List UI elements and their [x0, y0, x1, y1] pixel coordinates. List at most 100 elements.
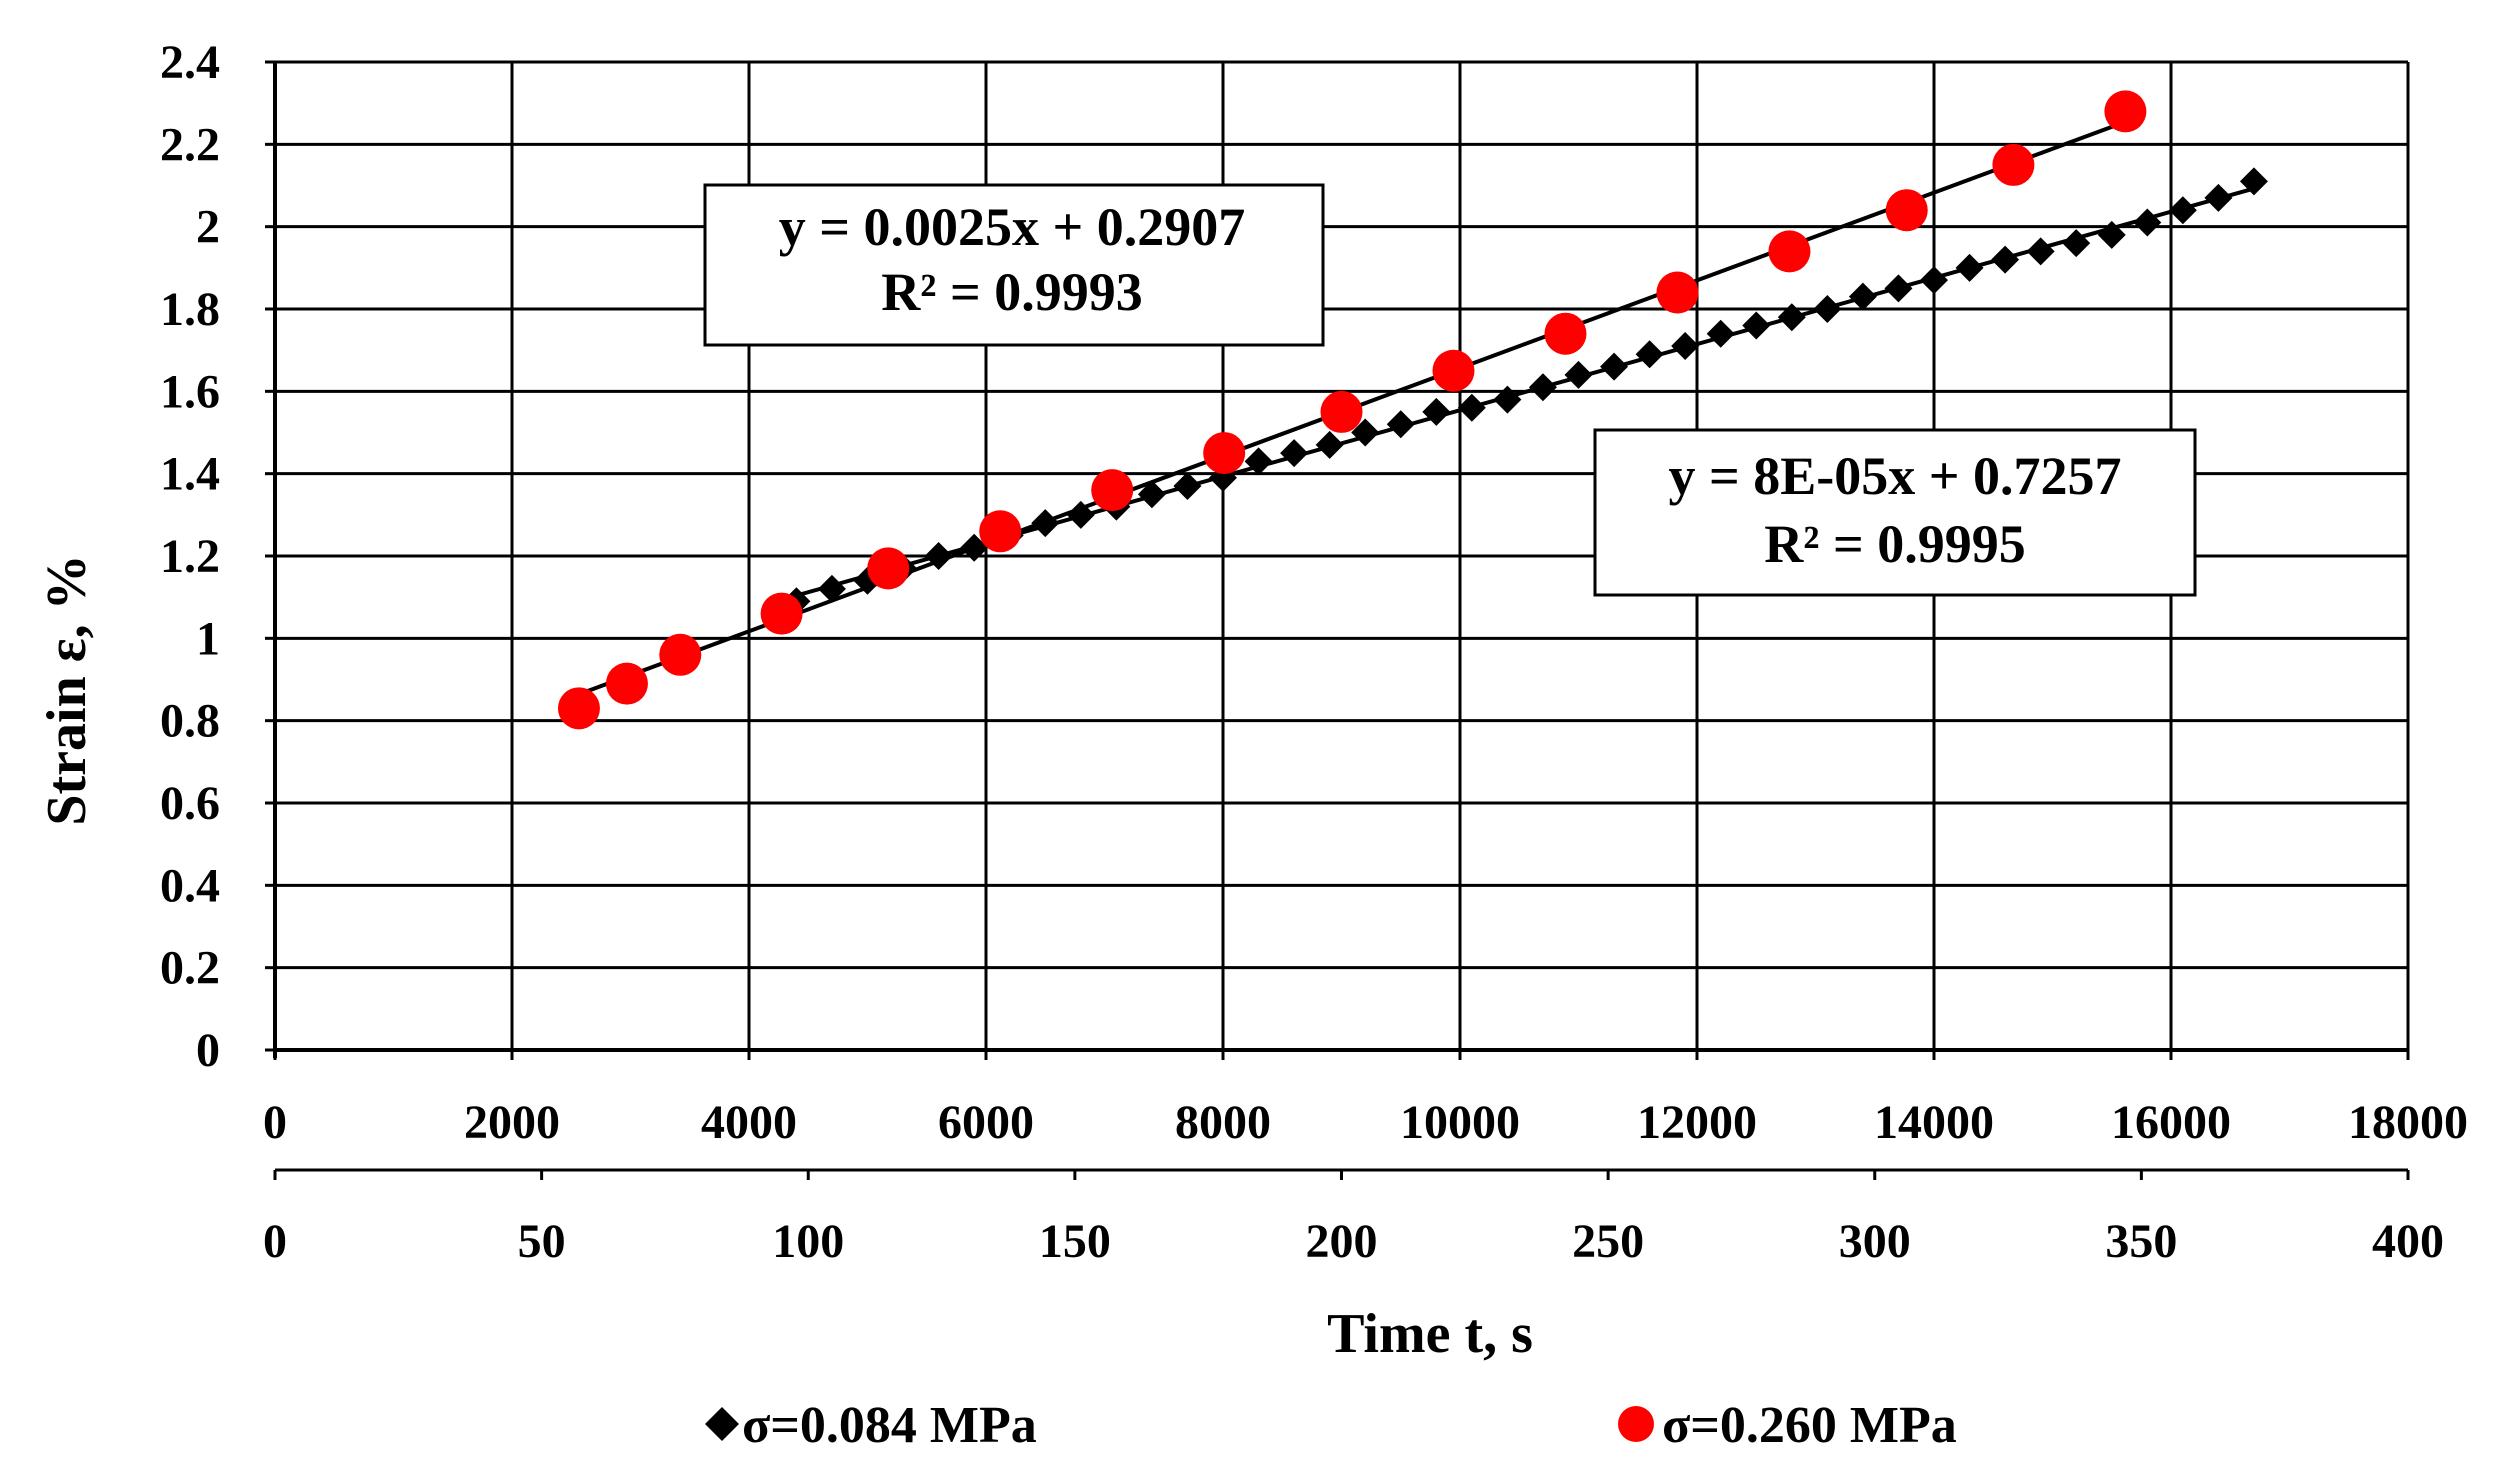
data-point-diamond	[2133, 208, 2162, 237]
data-point-diamond	[1884, 274, 1913, 303]
x-tick-label-secondary: 200	[1306, 1215, 1378, 1268]
data-point-circle	[1320, 390, 1363, 433]
data-point-diamond	[1920, 266, 1948, 295]
y-tick-label: 1.2	[160, 530, 220, 583]
data-points	[557, 90, 2268, 730]
x-tick-label-secondary: 250	[1572, 1215, 1644, 1268]
legend-item-0-084: σ=0.084 MPa	[705, 1397, 1037, 1454]
y-axis-title: Strain ε, %	[36, 554, 98, 825]
data-point-circle	[979, 510, 1022, 553]
data-point-diamond	[924, 542, 953, 570]
data-point-diamond	[1564, 360, 1593, 389]
x-tick-label-primary: 6000	[938, 1096, 1034, 1149]
trendline-equation-box-0-084: y = 8E-05x + 0.7257 R² = 0.9995	[1593, 428, 2197, 597]
data-point-diamond	[1777, 303, 1806, 332]
data-point-circle	[1544, 312, 1587, 355]
data-point-diamond	[1493, 385, 1522, 414]
x-tick-label-secondary: 100	[772, 1215, 844, 1268]
y-tick-label: 1.6	[160, 365, 220, 418]
equation-text: y = 0.0025x + 0.2907	[779, 197, 1246, 257]
data-point-circle	[1885, 189, 1928, 232]
data-point-diamond	[1671, 332, 1700, 361]
data-point-circle	[2104, 90, 2147, 133]
data-point-circle	[1656, 271, 1699, 314]
data-point-circle	[557, 687, 600, 730]
x-tick-label-secondary: 50	[518, 1215, 566, 1268]
x-axis-title: Time t, s	[1327, 1303, 1533, 1365]
data-point-diamond	[1635, 340, 1664, 369]
equation-box-frame	[1593, 428, 2197, 597]
data-point-diamond	[1386, 410, 1415, 439]
x-tick-label-primary: 14000	[1874, 1096, 1994, 1149]
x-tick-label-secondary: 350	[2105, 1215, 2177, 1268]
data-point-circle	[1432, 349, 1475, 392]
data-point-diamond	[1991, 245, 2020, 274]
data-point-circle	[1203, 432, 1246, 475]
y-tick-label: 0.2	[160, 942, 220, 995]
y-tick-label: 0.4	[160, 859, 220, 912]
x-tick-label-primary: 0	[263, 1096, 287, 1149]
data-point-circle	[1091, 469, 1134, 512]
equation-box-frame	[703, 183, 1325, 347]
data-point-diamond	[1031, 509, 1060, 538]
trendline-equation-box-0-260: y = 0.0025x + 0.2907 R² = 0.9993	[703, 183, 1325, 347]
x-tick-label-primary: 10000	[1400, 1096, 1520, 1149]
data-point-diamond	[2168, 196, 2197, 225]
data-point-diamond	[1706, 319, 1735, 348]
x-tick-label-secondary: 150	[1039, 1215, 1111, 1268]
equation-text: y = 8E-05x + 0.7257	[1668, 446, 2121, 506]
x-tick-label-primary: 8000	[1175, 1096, 1271, 1149]
x-tick-label-primary: 4000	[701, 1096, 797, 1149]
data-point-circle	[1768, 230, 1811, 273]
y-tick-label: 1.8	[160, 283, 220, 336]
data-point-diamond	[1848, 282, 1877, 311]
y-tick-label: 1	[196, 612, 220, 665]
data-point-diamond	[1813, 295, 1842, 323]
data-point-diamond	[2204, 183, 2233, 212]
y-tick-label: 0.8	[160, 695, 220, 748]
tick-labels: 00.20.40.60.811.21.41.61.822.22.40 2000 40…	[160, 36, 2468, 1268]
data-point-diamond	[1315, 430, 1344, 459]
x-tick-label-secondary: 400	[2372, 1215, 2444, 1268]
axes	[265, 60, 2410, 1180]
x-tick-label-secondary: 300	[1839, 1215, 1911, 1268]
legend-item-0-260: σ=0.260 MPa	[1618, 1397, 1957, 1454]
legend-label: σ=0.260 MPa	[1662, 1397, 1957, 1454]
data-point-circle	[605, 662, 648, 705]
data-point-diamond	[1422, 397, 1451, 426]
x-tick-label-secondary: 0	[263, 1215, 287, 1268]
data-point-diamond	[1066, 500, 1095, 529]
diamond-marker-icon	[705, 1407, 739, 1441]
x-tick-label-primary: 2000	[464, 1096, 560, 1149]
y-tick-label: 1.4	[160, 448, 220, 501]
legend-label: σ=0.084 MPa	[742, 1397, 1037, 1454]
y-tick-label: 0	[196, 1024, 220, 1077]
data-point-diamond	[960, 533, 989, 562]
data-point-diamond	[1528, 373, 1557, 402]
circle-marker-icon	[1618, 1406, 1654, 1442]
data-point-diamond	[2026, 237, 2055, 266]
data-point-diamond	[1351, 418, 1380, 447]
x-tick-label-primary: 12000	[1637, 1096, 1757, 1149]
data-point-diamond	[1955, 253, 1984, 282]
r-squared-text: R² = 0.9993	[881, 262, 1142, 322]
legend: σ=0.084 MPa σ=0.260 MPa	[705, 1397, 1957, 1454]
data-point-diamond	[1244, 447, 1273, 476]
data-point-circle	[1992, 143, 2035, 186]
data-point-circle	[659, 633, 702, 676]
y-tick-label: 2.4	[160, 36, 220, 89]
y-tick-label: 2	[196, 201, 220, 254]
x-tick-label-primary: 18000	[2348, 1096, 2468, 1149]
data-point-diamond	[2097, 220, 2126, 249]
data-point-diamond	[1457, 393, 1486, 422]
y-tick-label: 2.2	[160, 118, 220, 171]
x-tick-label-primary: 16000	[2111, 1096, 2231, 1149]
r-squared-text: R² = 0.9995	[1764, 514, 2025, 574]
data-point-diamond	[2062, 229, 2091, 258]
data-point-circle	[867, 547, 910, 590]
data-point-diamond	[1137, 480, 1166, 509]
y-tick-label: 0.6	[160, 777, 220, 830]
data-point-diamond	[1742, 311, 1771, 340]
data-point-diamond	[1280, 439, 1309, 468]
